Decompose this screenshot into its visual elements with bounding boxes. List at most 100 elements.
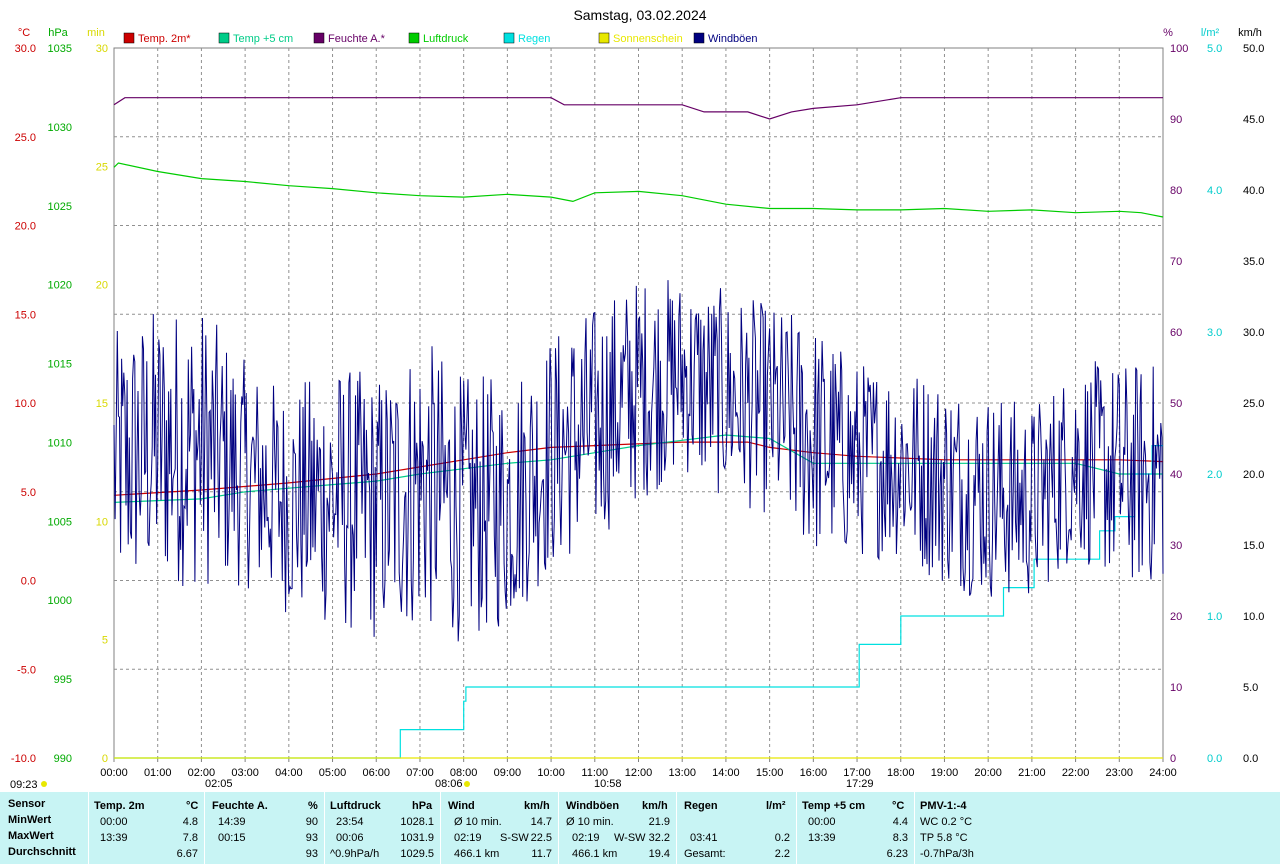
x-tick-label: 06:00 <box>362 767 390 779</box>
temp5-avg: 6.23 <box>886 848 908 860</box>
temp2m-min-time: 00:00 <box>100 816 128 828</box>
regen-max-time: 03:41 <box>690 832 718 844</box>
legend: Temp. 2m* Temp +5 cm Feuchte A.* Luftdruck R… <box>123 32 758 45</box>
col-labels: Sensor MinWert MaxWert Durchschnitt <box>0 792 89 864</box>
boeen-max-dir: W-SW <box>614 832 646 844</box>
temp5-header: Temp +5 cm <box>802 800 866 812</box>
x-tick-label: 13:00 <box>668 767 696 779</box>
col-windboeen: Windböen km/h Ø 10 min. 21.9 02:19 W-SW … <box>558 792 677 864</box>
marker-sunrise: 08:06 <box>435 778 463 790</box>
tick-label-humidity_pct: 30 <box>1170 540 1182 552</box>
legend-swatch <box>598 32 610 44</box>
luft-max: 1031.9 <box>400 832 434 844</box>
luft-unit: hPa <box>412 800 433 812</box>
temp2m-max-time: 13:39 <box>100 832 128 844</box>
row-label-avg: Durchschnitt <box>8 846 76 858</box>
unit-humidity: % <box>1163 27 1173 39</box>
x-tick-label: 07:00 <box>406 767 434 779</box>
tick-label-pressure_hpa: 1005 <box>48 516 72 528</box>
feuchte-unit: % <box>308 800 318 812</box>
tick-label-temp_c: -10.0 <box>11 753 36 765</box>
axis-ticks: 30.0 25.0 20.0 15.0 10.0 5.0 0.0 -5.0 -10.0 1035 1… <box>11 43 1265 779</box>
x-tick-label: 08:00 <box>450 767 478 779</box>
tick-label-sunshine_min: 0 <box>102 753 108 765</box>
legend-label: Sonnenschein <box>613 33 683 45</box>
tick-label-pressure_hpa: 990 <box>54 753 72 765</box>
tick-label-wind_kmh: 5.0 <box>1243 682 1258 694</box>
wind-min: 14.7 <box>530 816 552 828</box>
tick-label-wind_kmh: 25.0 <box>1243 398 1264 410</box>
tick-label-rain_lm2: 3.0 <box>1207 327 1222 339</box>
series-feuchte-a <box>113 97 1163 120</box>
tick-label-humidity_pct: 70 <box>1170 256 1182 268</box>
x-tick-label: 11:00 <box>581 767 608 779</box>
x-tick-label: 18:00 <box>887 767 915 779</box>
x-tick-label: 02:00 <box>188 767 216 779</box>
tick-label-humidity_pct: 10 <box>1170 682 1182 694</box>
stats-table: Sensor MinWert MaxWert Durchschnitt Temp… <box>0 792 1280 864</box>
feuchte-max-time: 00:15 <box>218 832 246 844</box>
tick-label-wind_kmh: 15.0 <box>1243 540 1264 552</box>
tick-label-temp_c: 30.0 <box>15 43 36 55</box>
regen-unit: l/m² <box>766 800 786 812</box>
wind-unit: km/h <box>524 800 550 812</box>
tick-label-wind_kmh: 0.0 <box>1243 753 1258 765</box>
temp2m-min: 4.8 <box>182 816 198 828</box>
feuchte-max: 93 <box>305 832 318 844</box>
tick-label-sunshine_min: 20 <box>96 280 108 292</box>
tick-label-temp_c: 15.0 <box>15 309 36 321</box>
tick-label-pressure_hpa: 1015 <box>48 359 72 371</box>
series-luftdruck <box>113 162 1164 218</box>
row-label-sensor: Sensor <box>8 798 46 810</box>
tick-label-sunshine_min: 30 <box>96 43 108 55</box>
marker-sunset: 17:29 <box>846 778 874 790</box>
tick-label-temp_c: 10.0 <box>15 398 36 410</box>
tick-label-humidity_pct: 50 <box>1170 398 1182 410</box>
x-tick-label: 24:00 <box>1149 767 1177 779</box>
weather-chart: Samstag, 03.02.2024 °C hPa min % l/m² km… <box>10 7 1265 791</box>
tick-label-rain_lm2: 0.0 <box>1207 753 1222 765</box>
unit-wind: km/h <box>1238 27 1262 39</box>
feuchte-header: Feuchte A. <box>212 800 268 812</box>
luft-avg: 1029.5 <box>400 848 434 860</box>
regen-max: 0.2 <box>774 832 790 844</box>
axis-units: °C hPa min % l/m² km/h <box>18 27 1262 39</box>
wind-max: 22.5 <box>530 832 552 844</box>
unit-pressure: hPa <box>48 27 68 39</box>
row-label-min: MinWert <box>8 814 52 826</box>
col-wind: Wind km/h Ø 10 min. 14.7 02:19 S-SW 22.5… <box>440 792 559 864</box>
x-tick-label: 19:00 <box>931 767 959 779</box>
feuchte-min-time: 14:39 <box>218 816 246 828</box>
pmv-trend: -0.7hPa/3h <box>920 848 974 860</box>
legend-swatch <box>123 32 135 44</box>
col-feuchte: Feuchte A. % 14:39 90 00:15 93 93 <box>204 792 325 864</box>
regen-header: Regen <box>684 800 718 812</box>
x-tick-label: 10:00 <box>537 767 565 779</box>
legend-swatch <box>313 32 325 44</box>
feuchte-min: 90 <box>305 816 318 828</box>
tick-label-pressure_hpa: 1030 <box>48 122 72 134</box>
pmv-header: PMV-1:-4 <box>920 800 967 812</box>
x-tick-label: 23:00 <box>1106 767 1134 779</box>
tick-label-temp_c: 0.0 <box>21 576 36 588</box>
marker-sunrise-sun-icon <box>464 781 470 787</box>
temp5-min-time: 00:00 <box>808 816 836 828</box>
legend-label: Luftdruck <box>423 33 469 45</box>
wind-max-dir: S-SW <box>500 832 529 844</box>
boeen-max: 32.2 <box>648 832 670 844</box>
tick-label-temp_c: 25.0 <box>15 132 36 144</box>
col-temp2m: Temp. 2m °C 00:00 4.8 13:39 7.8 6.67 <box>88 792 205 864</box>
tick-label-wind_kmh: 35.0 <box>1243 256 1264 268</box>
tick-label-wind_kmh: 45.0 <box>1243 114 1264 126</box>
boeen-avg-label: 466.1 km <box>572 848 618 860</box>
x-tick-label: 22:00 <box>1062 767 1090 779</box>
tick-label-humidity_pct: 60 <box>1170 327 1182 339</box>
tick-label-humidity_pct: 40 <box>1170 469 1182 481</box>
wind-header: Wind <box>448 800 475 812</box>
series-layer <box>113 97 1164 759</box>
luft-min-time: 23:54 <box>336 816 364 828</box>
x-tick-label: 00:00 <box>100 767 128 779</box>
tick-label-rain_lm2: 4.0 <box>1207 185 1222 197</box>
tick-label-sunshine_min: 15 <box>96 398 108 410</box>
wind-avg-label: 466.1 km <box>454 848 500 860</box>
